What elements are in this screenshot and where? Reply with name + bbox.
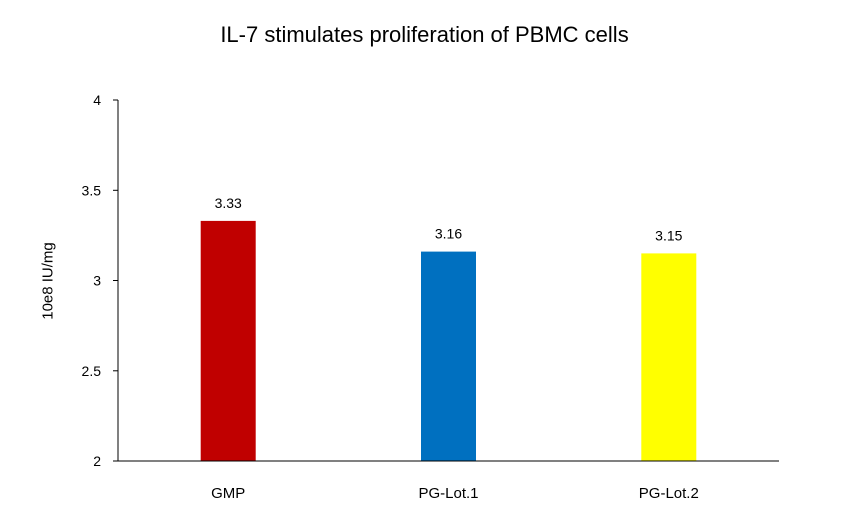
y-tick-label: 2.5 — [82, 363, 102, 379]
bar-pg-lot-2 — [641, 253, 697, 461]
y-tick-label: 4 — [93, 92, 101, 108]
labels-layer: 3.33 GMP 3.16 PG-Lot.1 3.15 PG-Lot.2 2 2.5 3 3.5 4 — [82, 92, 699, 502]
y-tick-label: 2 — [93, 453, 101, 469]
x-tick-label: GMP — [211, 485, 245, 502]
axes-layer — [113, 99, 779, 462]
bar-gmp — [200, 220, 256, 461]
data-label: 3.16 — [435, 226, 462, 242]
chart-title: IL-7 stimulates proliferation of PBMC ce… — [220, 22, 629, 47]
data-label: 3.33 — [215, 195, 242, 211]
bars-layer — [200, 220, 697, 461]
x-tick-label: PG-Lot.1 — [418, 485, 478, 502]
y-tick-label: 3.5 — [82, 182, 102, 198]
bar-pg-lot-1 — [421, 251, 476, 461]
data-label: 3.15 — [655, 227, 682, 243]
y-tick-label: 3 — [93, 273, 101, 289]
x-tick-label: PG-Lot.2 — [639, 485, 699, 502]
